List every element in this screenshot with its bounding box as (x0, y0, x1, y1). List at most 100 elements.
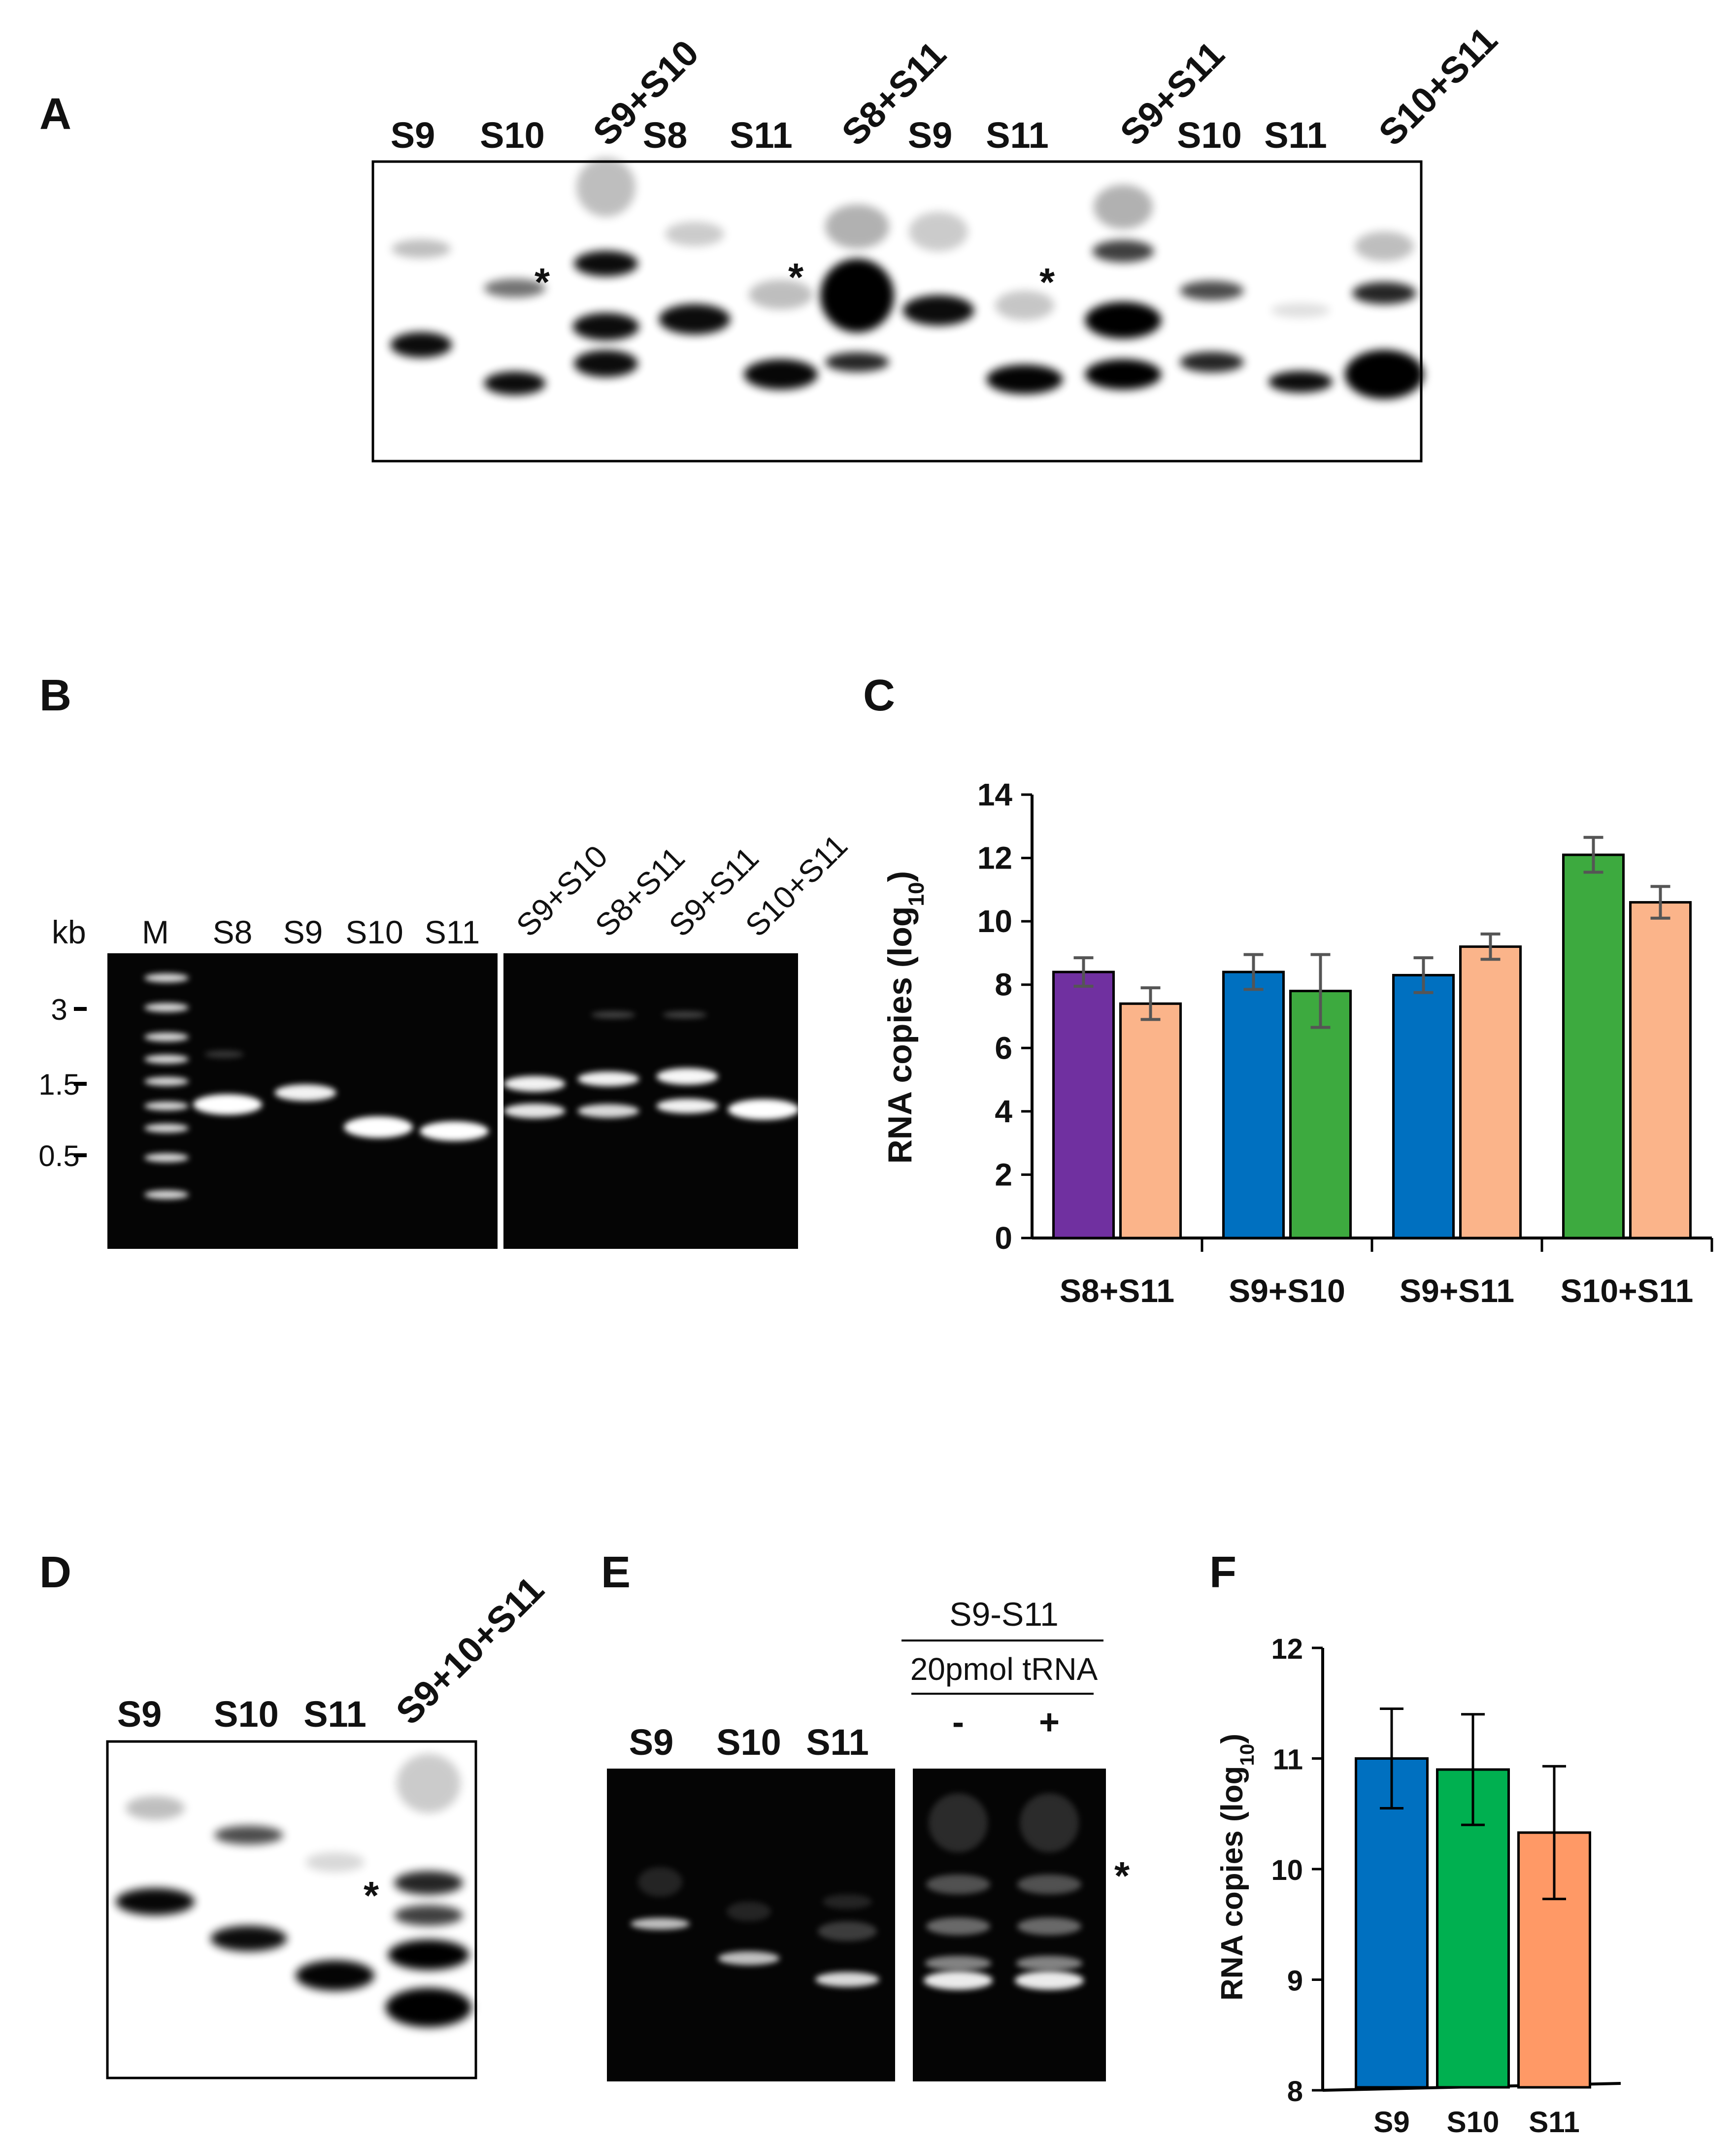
lane-label-a-12: S10+S11 (1371, 19, 1505, 154)
ladder-band-3 (144, 1033, 189, 1041)
ladder-band-7 (144, 1124, 189, 1133)
blot-a-band-13 (825, 204, 889, 249)
bar-2-2 (1289, 990, 1352, 1239)
blot-a-band-16 (909, 212, 968, 251)
x-label-1: S8+S11 (1060, 1272, 1174, 1309)
blot-d-band-11 (385, 1988, 472, 2027)
gel-e-band-5 (815, 1972, 879, 1987)
gel-b-band-1 (193, 1094, 262, 1115)
gel-b-band-14 (663, 1011, 707, 1018)
lane-label-b-left-1: S8 (213, 914, 253, 950)
blot-a-band-9 (665, 222, 724, 246)
panel-d-star: * (364, 1874, 379, 1917)
blot-a-band-3 (484, 279, 546, 298)
x-label-2: S9+S10 (1229, 1272, 1345, 1309)
gel-b-band-13 (591, 1011, 635, 1018)
y-tick-label-2: 2 (995, 1157, 1012, 1192)
bar-1-2 (1119, 1002, 1182, 1239)
blot-a-band-7 (572, 313, 639, 340)
y-tick-label-7: 12 (977, 840, 1012, 876)
blot-a-band-5 (576, 158, 635, 217)
lane-label-d-3: S11 (303, 1694, 367, 1735)
gel-e-band-3 (718, 1951, 780, 1965)
ladder-band-6 (144, 1102, 189, 1110)
blot-a-band-15 (825, 352, 889, 372)
x-label-4: S10+S11 (1561, 1272, 1694, 1309)
lane-label-d-2: S10 (214, 1694, 279, 1735)
blot-a-band-18 (995, 291, 1054, 320)
ladder-band-8 (144, 1153, 189, 1162)
blot-a-band-30 (1345, 350, 1424, 399)
y-axis-label: RNA copies (log10) (881, 871, 929, 1164)
gel-e-band-17 (1015, 1971, 1084, 1990)
lane-label-d-1: S9 (117, 1694, 162, 1735)
x-label-f-1: S9 (1373, 2106, 1409, 2139)
gel-e-band-13 (1020, 1793, 1079, 1852)
panel-b-letter: B (39, 671, 71, 720)
y-tick-label-2: 9 (1287, 1965, 1303, 1997)
x-label-f-2: S10 (1447, 2106, 1500, 2139)
lane-label-d-4: S9+10+S11 (388, 1569, 552, 1732)
bar-1-1 (1052, 971, 1115, 1239)
lane-label-a-2: S10 (480, 115, 545, 156)
gel-e-band-2 (638, 1867, 682, 1897)
ladder-band-9 (144, 1190, 189, 1199)
y-tick-label-8: 14 (977, 777, 1013, 812)
blot-a-band-17 (902, 295, 974, 326)
panel-a-bands (390, 158, 1424, 399)
x-label-f-3: S11 (1529, 2106, 1579, 2139)
ladder-band-1 (144, 973, 189, 982)
marker-label: M (142, 914, 169, 950)
gel-e-band-1 (631, 1918, 690, 1930)
lane-label-b-left-2: S9 (283, 914, 323, 950)
lane-label-a-4: S8 (643, 115, 688, 156)
gel-e-band-7 (823, 1894, 872, 1909)
gel-b-band-11 (656, 1099, 718, 1113)
y-tick-label-3: 4 (995, 1094, 1012, 1129)
y-label-sub: 10 (1236, 1744, 1258, 1766)
blot-a-band-20 (1094, 185, 1153, 229)
bar-2-1 (1222, 971, 1285, 1239)
blot-d-band-8 (394, 1871, 463, 1895)
panel-e-lane-labels: S9 S10 S11 (629, 1722, 869, 1763)
panel-e-letter: E (601, 1548, 631, 1597)
y-label-main: RNA copies (log (881, 906, 919, 1164)
y-label-end: ) (1215, 1734, 1249, 1744)
gel-e-band-8 (929, 1793, 988, 1852)
y-tick-label-4: 11 (1273, 1744, 1303, 1776)
ladder-band-2 (144, 1003, 189, 1012)
gel-e-band-10 (926, 1917, 990, 1935)
gel-e-band-4 (727, 1902, 771, 1921)
blot-a-band-25 (1180, 352, 1244, 372)
panel-b: B kb M S8 S9 S10 S11 S9+S10S8+S11S9+S11S10+S… (38, 671, 854, 1249)
blot-a-band-10 (659, 304, 731, 335)
panel-d-letter: D (39, 1548, 71, 1597)
blot-a-band-24 (1180, 281, 1244, 301)
blot-a-band-23 (1085, 359, 1162, 390)
gel-b-band-12 (728, 1099, 800, 1120)
gel-b-band-10 (656, 1068, 718, 1085)
e-plus: + (1039, 1703, 1060, 1742)
gel-b-band-3 (204, 1050, 244, 1058)
ladder-label-3: 0.5 (38, 1139, 79, 1172)
lane-label-a-5: S11 (730, 115, 793, 156)
panel-a-letter: A (39, 90, 71, 139)
panel-d: D S9 S10 S11 S9+10+S11 * (39, 1548, 552, 2079)
e-header: S9-S11 (949, 1596, 1059, 1633)
lane-label-e-3: S11 (806, 1722, 869, 1763)
lane-label-e-2: S10 (716, 1722, 781, 1763)
panel-d-lane-labels: S9 S10 S11 S9+10+S11 (117, 1569, 552, 1735)
bar-4-2 (1629, 901, 1692, 1239)
gel-e-band-16 (1016, 1956, 1083, 1971)
y-tick-label-1: 0 (995, 1220, 1012, 1256)
y-tick-label-5: 8 (995, 967, 1012, 1003)
blot-a-band-28 (1355, 232, 1414, 261)
gel-left (107, 953, 498, 1249)
